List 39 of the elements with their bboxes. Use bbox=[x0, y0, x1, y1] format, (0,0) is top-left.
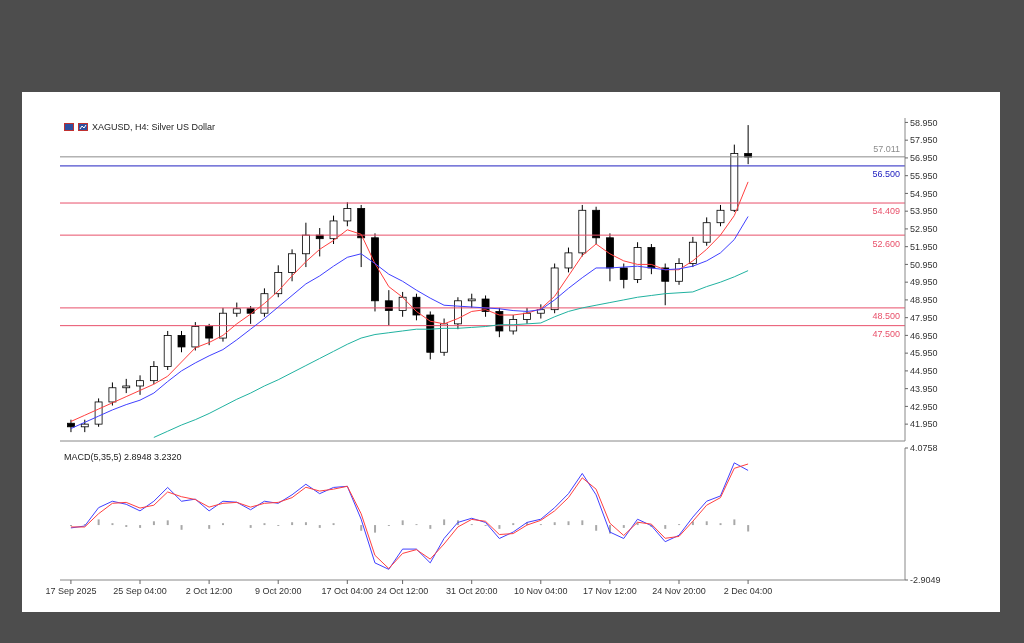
y-tick-label: 48.950 bbox=[910, 295, 938, 306]
ref-line-label: 52.600 bbox=[872, 238, 900, 249]
y-tick-label: 56.950 bbox=[910, 153, 938, 164]
x-tick-label: 10 Nov 04:00 bbox=[514, 586, 568, 596]
x-tick-label: 17 Nov 12:00 bbox=[583, 586, 637, 596]
y-tick-label: 57.950 bbox=[910, 135, 938, 146]
y-tick-label: 42.950 bbox=[910, 401, 938, 412]
y-tick-label: 58.950 bbox=[910, 117, 938, 128]
text: XAGUSD, H4: Silver US Dollar bbox=[92, 122, 216, 132]
y-tick-label: 41.950 bbox=[910, 419, 938, 430]
x-tick-label: 24 Oct 12:00 bbox=[376, 586, 429, 596]
y-tick-label: 55.950 bbox=[910, 170, 938, 181]
x-tick-label: 17 Oct 04:00 bbox=[321, 586, 374, 596]
x-tick-label: 2 Oct 12:00 bbox=[185, 586, 233, 596]
y-tick-label: 51.950 bbox=[910, 241, 938, 252]
x-tick-label: 2 Dec 04:00 bbox=[723, 586, 773, 596]
y-tick-label: 50.950 bbox=[910, 259, 938, 270]
x-tick-label: 31 Oct 20:00 bbox=[445, 586, 498, 596]
y-tick-label: 54.950 bbox=[910, 188, 938, 199]
x-tick-label: 17 Sep 2025 bbox=[45, 586, 97, 596]
y-tick-label: 53.950 bbox=[910, 206, 938, 217]
ref-line-label: 48.500 bbox=[872, 311, 900, 322]
x-tick-label: 24 Nov 20:00 bbox=[652, 586, 706, 596]
y-tick-label: -2.9049 bbox=[910, 575, 941, 586]
y-tick-label: 52.950 bbox=[910, 224, 938, 235]
y-tick-label: 47.950 bbox=[910, 312, 938, 323]
ref-line-label: 47.500 bbox=[872, 329, 900, 340]
y-tick-label: 46.950 bbox=[910, 330, 938, 341]
x-tick-label: 9 Oct 20:00 bbox=[254, 586, 302, 596]
ref-line-label: 56.500 bbox=[872, 169, 900, 180]
y-tick-label: 44.950 bbox=[910, 366, 938, 377]
y-tick-label: 45.950 bbox=[910, 348, 938, 359]
y-tick-label: 4.0758 bbox=[910, 443, 938, 454]
y-tick-label: 43.950 bbox=[910, 383, 938, 394]
ref-line-label: 57.011 bbox=[873, 143, 900, 154]
y-tick-label: 49.950 bbox=[910, 277, 938, 288]
x-tick-label: 25 Sep 04:00 bbox=[113, 586, 167, 596]
ref-line-label: 54.409 bbox=[872, 206, 900, 217]
chart-title: MACD(5,35,5) 2.8948 3.2320 bbox=[64, 452, 182, 462]
